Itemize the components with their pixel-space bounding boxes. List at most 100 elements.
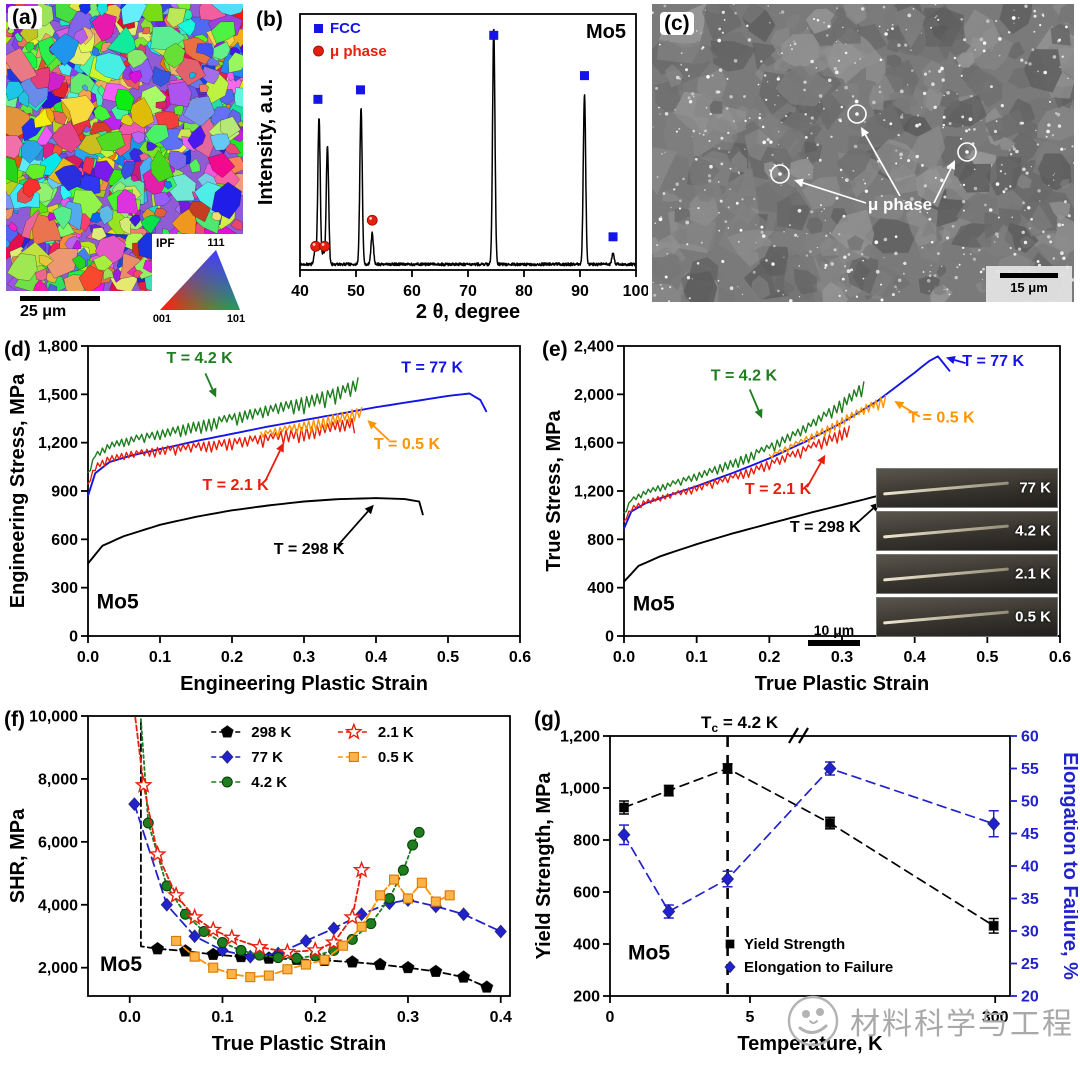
svg-text:800: 800	[587, 532, 614, 549]
panel-b: 40 50 60 70 80 90 100 2 θ, degree Intensity, a.u…	[252, 4, 648, 330]
specimen-label: 4.2 K	[1015, 522, 1051, 540]
svg-text:600: 600	[51, 532, 78, 549]
svg-text:800: 800	[573, 833, 600, 850]
svg-text:0.3: 0.3	[293, 649, 315, 666]
inset-scalebar: 10 μm	[808, 622, 860, 646]
svg-text:77 K: 77 K	[251, 749, 283, 766]
svg-text:1,800: 1,800	[38, 339, 78, 356]
svg-text:T = 0.5 K: T = 0.5 K	[374, 436, 441, 453]
sem-image: μ phase	[652, 4, 1074, 302]
svg-text:Mo5: Mo5	[97, 591, 139, 614]
inset-scalebar-line	[808, 640, 860, 646]
specimen-photo-77k: 77 K	[876, 468, 1058, 508]
svg-text:0.0: 0.0	[77, 649, 99, 666]
specimen-photo-0-5k: 0.5 K	[876, 597, 1058, 637]
svg-text:0.3: 0.3	[831, 649, 853, 666]
svg-text:200: 200	[573, 989, 600, 1006]
svg-text:60: 60	[1021, 729, 1039, 746]
svg-text:1,200: 1,200	[574, 484, 614, 501]
svg-text:1,500: 1,500	[38, 387, 78, 404]
svg-text:50: 50	[347, 283, 365, 300]
svg-text:T = 2.1 K: T = 2.1 K	[745, 481, 812, 498]
svg-text:Mo5: Mo5	[586, 21, 626, 43]
svg-text:0.6: 0.6	[509, 649, 531, 666]
svg-text:2,400: 2,400	[574, 339, 614, 356]
panel-e: 0.0 0.1 0.2 0.3 0.4 0.5 0.6 0 400 800 1,200 1,600 2,…	[538, 336, 1076, 702]
svg-text:T = 4.2 K: T = 4.2 K	[711, 367, 778, 384]
svg-text:0.6: 0.6	[1049, 649, 1071, 666]
svg-text:300: 300	[51, 580, 78, 597]
svg-text:001: 001	[153, 313, 171, 325]
scalebar-c-text: 15 μm	[1010, 280, 1048, 295]
svg-text:Yield Strength: Yield Strength	[744, 936, 845, 953]
svg-text:0: 0	[606, 1009, 615, 1026]
svg-text:0.1: 0.1	[686, 649, 708, 666]
svg-text:4,000: 4,000	[38, 897, 78, 914]
svg-text:600: 600	[573, 885, 600, 902]
svg-text:0.0: 0.0	[613, 649, 635, 666]
svg-text:1,600: 1,600	[574, 435, 614, 452]
svg-text:0.2: 0.2	[304, 1009, 326, 1026]
svg-text:IPF: IPF	[156, 236, 175, 250]
scalebar-a: 25 μm	[20, 296, 100, 321]
svg-text:True Stress, MPa: True Stress, MPa	[543, 410, 565, 572]
svg-text:T = 4.2 K: T = 4.2 K	[166, 350, 233, 367]
svg-text:0.4: 0.4	[365, 649, 387, 666]
svg-text:40: 40	[1021, 859, 1039, 876]
svg-text:55: 55	[1021, 761, 1039, 778]
svg-text:90: 90	[571, 283, 589, 300]
panel-f-label: (f)	[4, 708, 25, 731]
specimen-label: 0.5 K	[1015, 608, 1051, 626]
panel-b-label: (b)	[256, 8, 283, 31]
panel-c: μ phase (c) 15 μm	[652, 4, 1074, 330]
svg-text:45: 45	[1021, 826, 1039, 843]
specimen-needle	[883, 610, 1009, 625]
svg-text:0.1: 0.1	[149, 649, 171, 666]
svg-text:100: 100	[623, 283, 648, 300]
svg-text:T = 298 K: T = 298 K	[274, 541, 345, 558]
svg-text:0.3: 0.3	[397, 1009, 419, 1026]
specimen-photo-4-2k: 4.2 K	[876, 511, 1058, 551]
svg-text:60: 60	[403, 283, 421, 300]
svg-text:μ phase: μ phase	[868, 195, 932, 214]
svg-text:0.5: 0.5	[437, 649, 459, 666]
svg-text:2,000: 2,000	[38, 960, 78, 977]
svg-text:SHR, MPa: SHR, MPa	[7, 808, 29, 903]
xrd-chart: 40 50 60 70 80 90 100 2 θ, degree Intensity, a.u…	[255, 13, 648, 323]
specimen-needle	[883, 481, 1009, 496]
svg-text:Tc = 4.2 K: Tc = 4.2 K	[701, 713, 779, 735]
panel-a: (a) 25 μm IPF 111 001 101	[6, 4, 248, 330]
svg-text:300: 300	[982, 1009, 1009, 1026]
panel-a-label: (a)	[8, 6, 42, 30]
svg-text:FCC: FCC	[330, 20, 361, 37]
svg-text:Mo5: Mo5	[100, 953, 142, 976]
svg-text:0.2: 0.2	[758, 649, 780, 666]
svg-text:10,000: 10,000	[29, 709, 78, 726]
svg-text:20: 20	[1021, 989, 1039, 1006]
svg-text:T = 0.5 K: T = 0.5 K	[908, 410, 975, 427]
panel-g-label: (g)	[534, 708, 561, 731]
scalebar-c: 15 μm	[986, 266, 1072, 302]
svg-text:0.5 K: 0.5 K	[378, 749, 414, 766]
svg-text:298 K: 298 K	[251, 724, 291, 741]
svg-text:T = 2.1 K: T = 2.1 K	[202, 477, 269, 494]
ipf-color-key-inset: IPF 111 001 101	[152, 234, 248, 326]
svg-text:70: 70	[459, 283, 477, 300]
svg-text:2 θ, degree: 2 θ, degree	[416, 301, 520, 323]
svg-text:T = 77 K: T = 77 K	[962, 353, 1024, 370]
svg-text:Mo5: Mo5	[633, 593, 675, 616]
svg-text:25: 25	[1021, 956, 1039, 973]
panel-g: 200 400 600 800 1,000 1,200 20 25 30 35 40 45 50 55 60…	[528, 706, 1078, 1062]
shr-chart: 0.0 0.1 0.2 0.3 0.4 2,000 4,000 6,000 8,000 10,00…	[7, 709, 512, 1056]
panel-d: 0.0 0.1 0.2 0.3 0.4 0.5 0.6 0 300 600 900 1,200 1,50…	[2, 336, 536, 702]
panel-f: 0.0 0.1 0.2 0.3 0.4 2,000 4,000 6,000 8,000 10,00…	[2, 706, 528, 1062]
svg-text:0.5: 0.5	[976, 649, 998, 666]
specimen-label: 2.1 K	[1015, 565, 1051, 583]
svg-text:2,000: 2,000	[574, 387, 614, 404]
yield-elongation-chart: 2004006008001,0001,200202530354045505560…	[533, 713, 1078, 1055]
svg-text:400: 400	[587, 580, 614, 597]
svg-text:900: 900	[51, 484, 78, 501]
scalebar-a-text: 25 μm	[20, 303, 67, 320]
svg-text:0.2: 0.2	[221, 649, 243, 666]
